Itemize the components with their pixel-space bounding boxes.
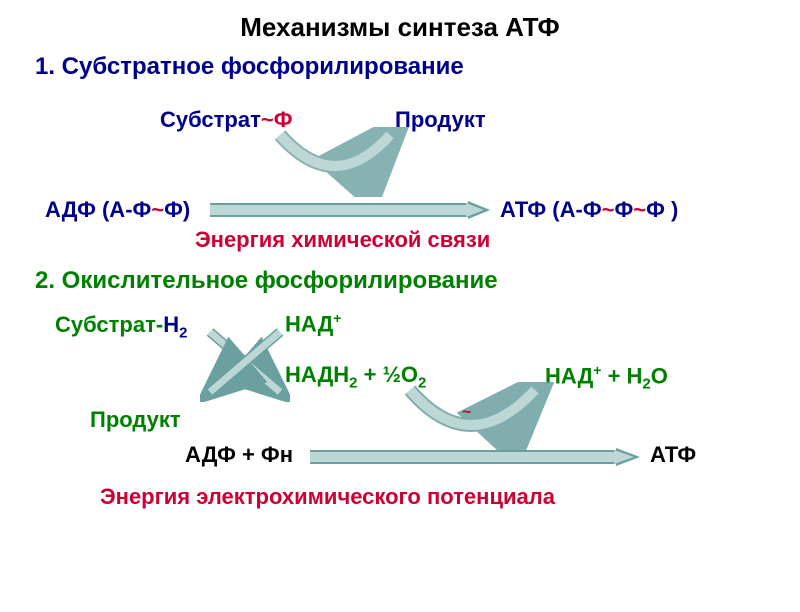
s2-h-arrow	[310, 444, 640, 470]
s2-product: Продукт	[90, 407, 181, 433]
s2-adp-fn: АДФ + Фн	[185, 442, 293, 468]
s2-energy-label: Энергия электрохимического потенциала	[100, 484, 555, 510]
s2-tilde-mark: ~	[462, 404, 471, 422]
s1-substrate-text: Субстрат	[160, 107, 261, 132]
s2-cross-arrows	[200, 322, 290, 402]
s2-nad-plus-top: НАД+	[285, 310, 341, 337]
section1-heading: 1. Субстратное фосфорилирование	[35, 53, 800, 81]
s2-substrate: Субстрат-Н2	[55, 312, 187, 341]
s1-energy-label: Энергия химической связи	[195, 227, 490, 253]
section2-heading: 2. Окислительное фосфорилирование	[35, 267, 498, 295]
s1-adp: АДФ (А-Ф~Ф)	[45, 197, 190, 223]
s1-curve-arrow	[260, 127, 480, 197]
page-title: Механизмы синтеза АТФ	[0, 12, 800, 43]
s2-atp: АТФ	[650, 442, 696, 468]
s1-h-arrow	[210, 197, 490, 223]
s1-atp: АТФ (А-Ф~Ф~Ф )	[500, 197, 678, 223]
